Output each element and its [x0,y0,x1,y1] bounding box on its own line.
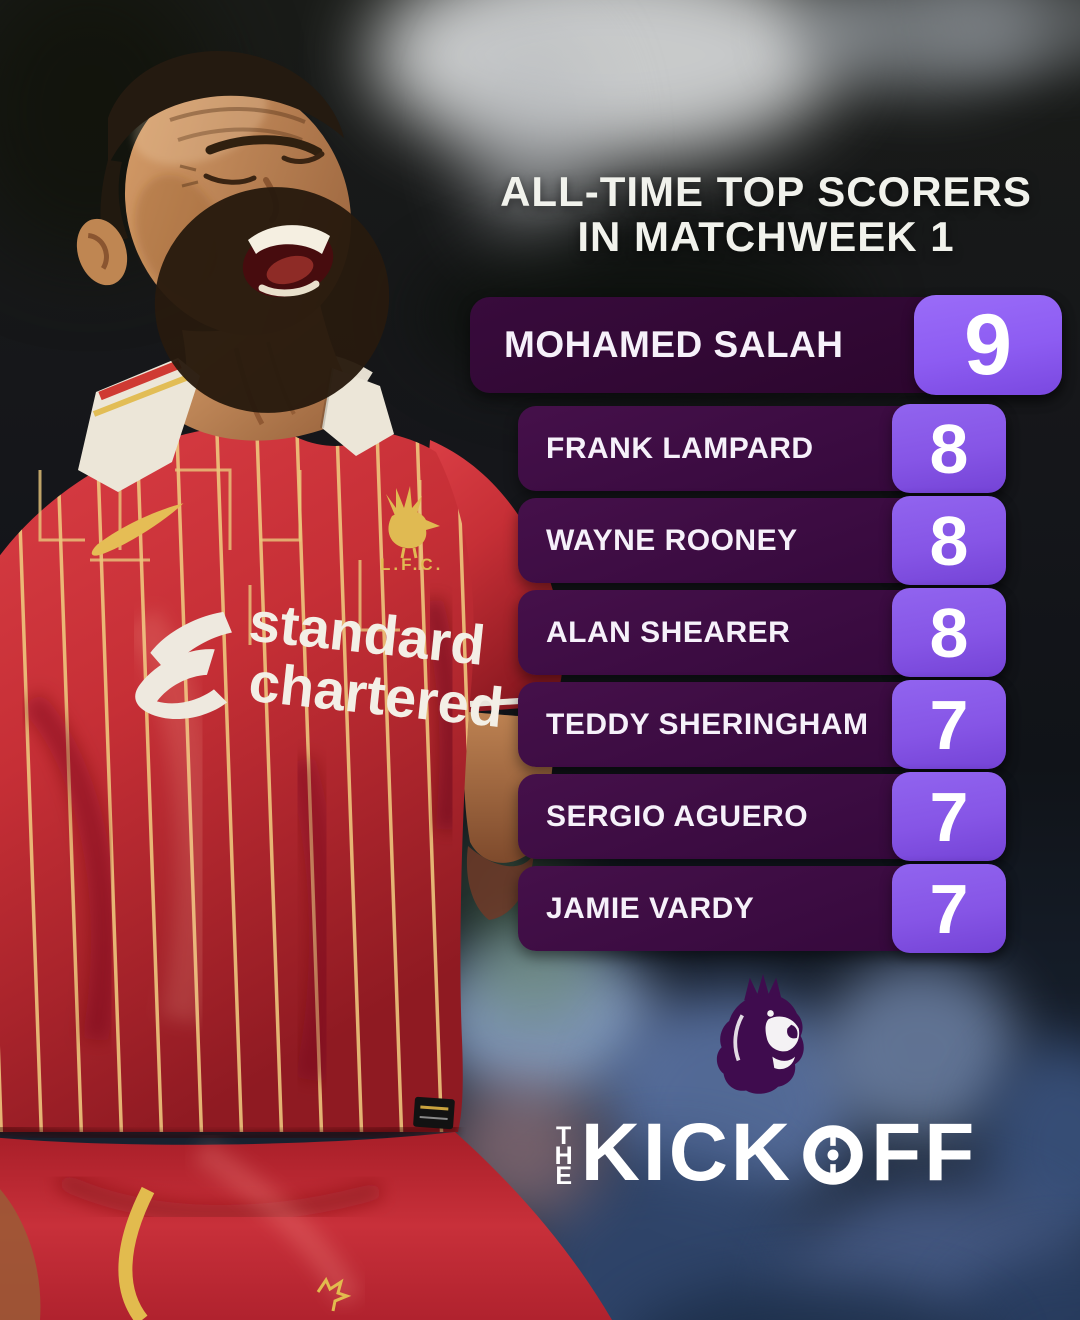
wordmark-off: FF [871,1107,978,1198]
goals-badge: 7 [892,772,1006,861]
goals-value: 7 [929,777,969,856]
goals-badge: 7 [892,864,1006,953]
player-brow [205,135,323,157]
scorer-row: SERGIO AGUERO 7 [518,772,1006,861]
player-forearm [0,1189,41,1320]
goals-badge: 8 [892,496,1006,585]
crowd-blur [620,1280,1000,1320]
stadium-roof-light-blur [930,0,1080,70]
jersey-tag [413,1096,455,1130]
scorer-name: MOHAMED SALAH [504,324,844,365]
lfc-crest-text: L.F.C. [380,555,443,574]
goals-badge: 8 [892,588,1006,677]
scorer-row: JAMIE VARDY 7 [518,864,1006,953]
goals-value: 7 [929,685,969,764]
kickoff-wordmark: T H E KICK FF [470,1112,1062,1194]
goals-badge: 9 [914,295,1062,395]
premier-league-lion-icon [716,973,804,1094]
scorer-name: ALAN SHEARER [546,615,791,649]
player-head [76,51,390,413]
title-line2: IN MATCHWEEK 1 [577,212,955,260]
closed-eye [281,151,325,164]
goals-value: 9 [964,297,1012,393]
scorer-row: WAYNE ROONEY 8 [518,496,1006,585]
scorer-name: JAMIE VARDY [546,891,755,925]
player-hair [108,51,344,166]
goals-badge: 7 [892,680,1006,769]
stadium-roof-light-blur [790,0,1050,90]
scorers-list: MOHAMED SALAH 9 FRANK LAMPARD 8 WAYNE ROONEY… [470,295,1062,958]
crowd-blur [780,1180,1080,1320]
teeth [248,225,330,254]
shorts-liver-bird-icon [316,1276,352,1312]
crowd-blur [950,1250,1080,1320]
player-shorts [0,1096,612,1320]
closed-eye [203,173,257,185]
jersey-collar [78,358,394,492]
player-beard [154,187,390,413]
liver-bird-crest-icon [386,486,440,559]
scorer-name: TEDDY SHERINGHAM [546,707,869,741]
goals-value: 8 [929,501,969,580]
player-jersey [0,412,474,1132]
scorer-name: SERGIO AGUERO [546,799,809,833]
scorer-row: MOHAMED SALAH 9 [470,295,1062,395]
wordmark-kick: KICK [580,1107,794,1198]
page-title: ALL-TIME TOP SCORERS IN MATCHWEEK 1 [470,168,1062,260]
title-line1: ALL-TIME TOP SCORERS [500,168,1032,215]
goals-value: 8 [929,409,969,488]
goals-value: 7 [929,869,969,948]
player-photo-illustration: L.F.C. standard chartered [0,51,612,1320]
scorer-row: TEDDY SHERINGHAM 7 [518,680,1006,769]
wordmark-the: T H E [554,1122,573,1190]
goals-badge: 8 [892,404,1006,493]
goals-value: 8 [929,593,969,672]
player-ear [76,218,128,286]
scorer-name: FRANK LAMPARD [546,431,814,465]
nike-swoosh-icon [91,503,184,556]
shorts-gold-stripe [118,1186,155,1320]
pitch-center-circle-o-icon [803,1125,863,1185]
scorer-row: FRANK LAMPARD 8 [518,404,1006,493]
scorer-name: WAYNE ROONEY [546,523,798,557]
standard-chartered-logo-icon [135,611,232,719]
scorer-row: ALAN SHEARER 8 [518,588,1006,677]
